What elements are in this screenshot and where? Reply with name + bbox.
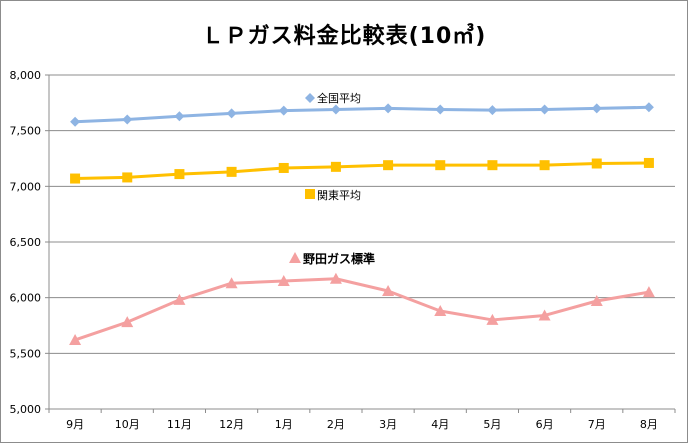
data-point xyxy=(69,333,82,345)
data-point xyxy=(305,93,315,103)
data-point xyxy=(330,104,341,115)
x-tick-label: 7月 xyxy=(588,418,606,431)
data-point xyxy=(591,158,602,169)
data-point xyxy=(486,313,499,325)
series xyxy=(70,102,654,127)
data-point xyxy=(70,173,81,184)
data-point xyxy=(591,103,602,114)
data-point xyxy=(642,286,655,298)
data-point xyxy=(382,284,395,296)
data-point xyxy=(643,102,654,113)
y-tick-label: 6,500 xyxy=(10,236,42,249)
data-point xyxy=(225,277,238,289)
data-point xyxy=(173,293,186,305)
data-point xyxy=(70,116,81,127)
legend-entry: 関東平均 xyxy=(305,189,361,202)
legend-entry: 全国平均 xyxy=(305,91,361,105)
chart-title: ＬＰガス料金比較表(10㎥) xyxy=(202,23,487,49)
data-point xyxy=(289,252,301,263)
data-point xyxy=(226,166,237,177)
data-point xyxy=(383,160,394,171)
x-tick-label: 4月 xyxy=(431,418,449,431)
legend-label: 関東平均 xyxy=(317,189,361,202)
y-tick-label: 5,000 xyxy=(10,403,42,416)
x-tick-label: 10月 xyxy=(115,418,140,431)
y-tick-label: 7,500 xyxy=(10,125,42,138)
data-point xyxy=(122,172,133,183)
data-point xyxy=(435,104,446,115)
x-tick-label: 5月 xyxy=(483,418,501,431)
x-tick-label: 8月 xyxy=(640,418,658,431)
axes: 5,000 5,500 6,000 6,500 7,000 7,500 8,000 9月 10月… xyxy=(10,69,676,431)
legend-label: 全国平均 xyxy=(317,91,361,105)
series-layer xyxy=(69,102,655,345)
series-line xyxy=(75,161,649,181)
data-point xyxy=(539,104,550,115)
x-tick-label: 6月 xyxy=(536,418,554,431)
data-point xyxy=(383,103,394,114)
legend-label: 野田ガス標準 xyxy=(303,251,375,266)
data-point xyxy=(487,105,498,116)
data-point xyxy=(330,161,341,172)
data-point xyxy=(226,108,237,119)
series-line xyxy=(75,105,649,124)
data-point xyxy=(278,105,289,116)
y-tick-label: 7,000 xyxy=(10,180,42,193)
x-tick-label: 1月 xyxy=(275,418,293,431)
y-tick-label: 8,000 xyxy=(10,69,42,82)
gridlines xyxy=(49,74,675,410)
x-tick-label: 11月 xyxy=(167,418,192,431)
data-point xyxy=(590,295,603,307)
data-point xyxy=(305,189,315,199)
x-tick-label: 3月 xyxy=(379,418,397,431)
data-point xyxy=(643,157,654,168)
x-tick-label: 9月 xyxy=(66,418,84,431)
data-point xyxy=(174,169,185,180)
legend-entry: 野田ガス標準 xyxy=(289,251,375,266)
data-point xyxy=(538,309,551,321)
data-point xyxy=(434,305,447,317)
data-point xyxy=(435,160,446,171)
x-tick-label: 12月 xyxy=(219,418,244,431)
data-point xyxy=(539,160,550,171)
data-point xyxy=(487,160,498,171)
data-point xyxy=(122,114,133,125)
data-point xyxy=(121,316,134,328)
data-point xyxy=(174,111,185,122)
x-tick-label: 2月 xyxy=(327,418,345,431)
series xyxy=(70,157,654,184)
data-point xyxy=(277,274,290,286)
series xyxy=(69,272,655,345)
y-tick-label: 5,500 xyxy=(10,347,42,360)
data-point xyxy=(278,162,289,173)
data-point xyxy=(329,272,342,284)
series-line xyxy=(74,277,650,342)
y-tick-label: 6,000 xyxy=(10,292,42,305)
